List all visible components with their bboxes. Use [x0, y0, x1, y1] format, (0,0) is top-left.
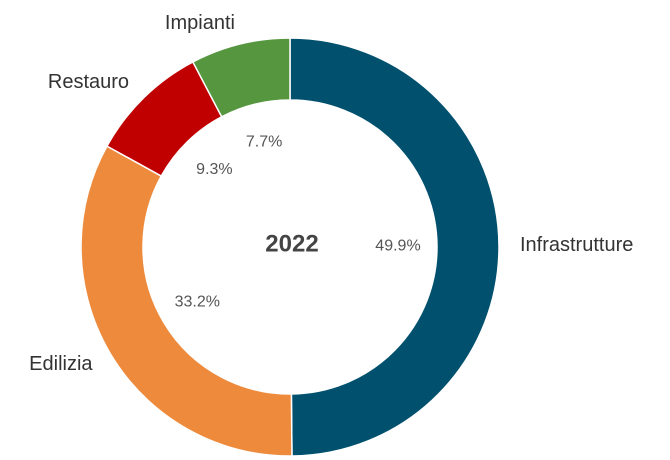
donut-slice [289, 37, 500, 457]
value-label: 9.3% [196, 161, 232, 178]
value-label: 33.2% [175, 294, 220, 311]
category-label: Impianti [165, 12, 235, 34]
donut-slice [80, 145, 293, 457]
category-label: Edilizia [29, 353, 93, 375]
category-label: Restauro [48, 71, 129, 93]
donut-slice [191, 37, 291, 118]
value-label: 49.9% [375, 238, 420, 255]
value-label: 7.7% [246, 133, 282, 150]
chart-title: 2022 [265, 230, 318, 257]
category-label: Infrastrutture [520, 234, 633, 256]
